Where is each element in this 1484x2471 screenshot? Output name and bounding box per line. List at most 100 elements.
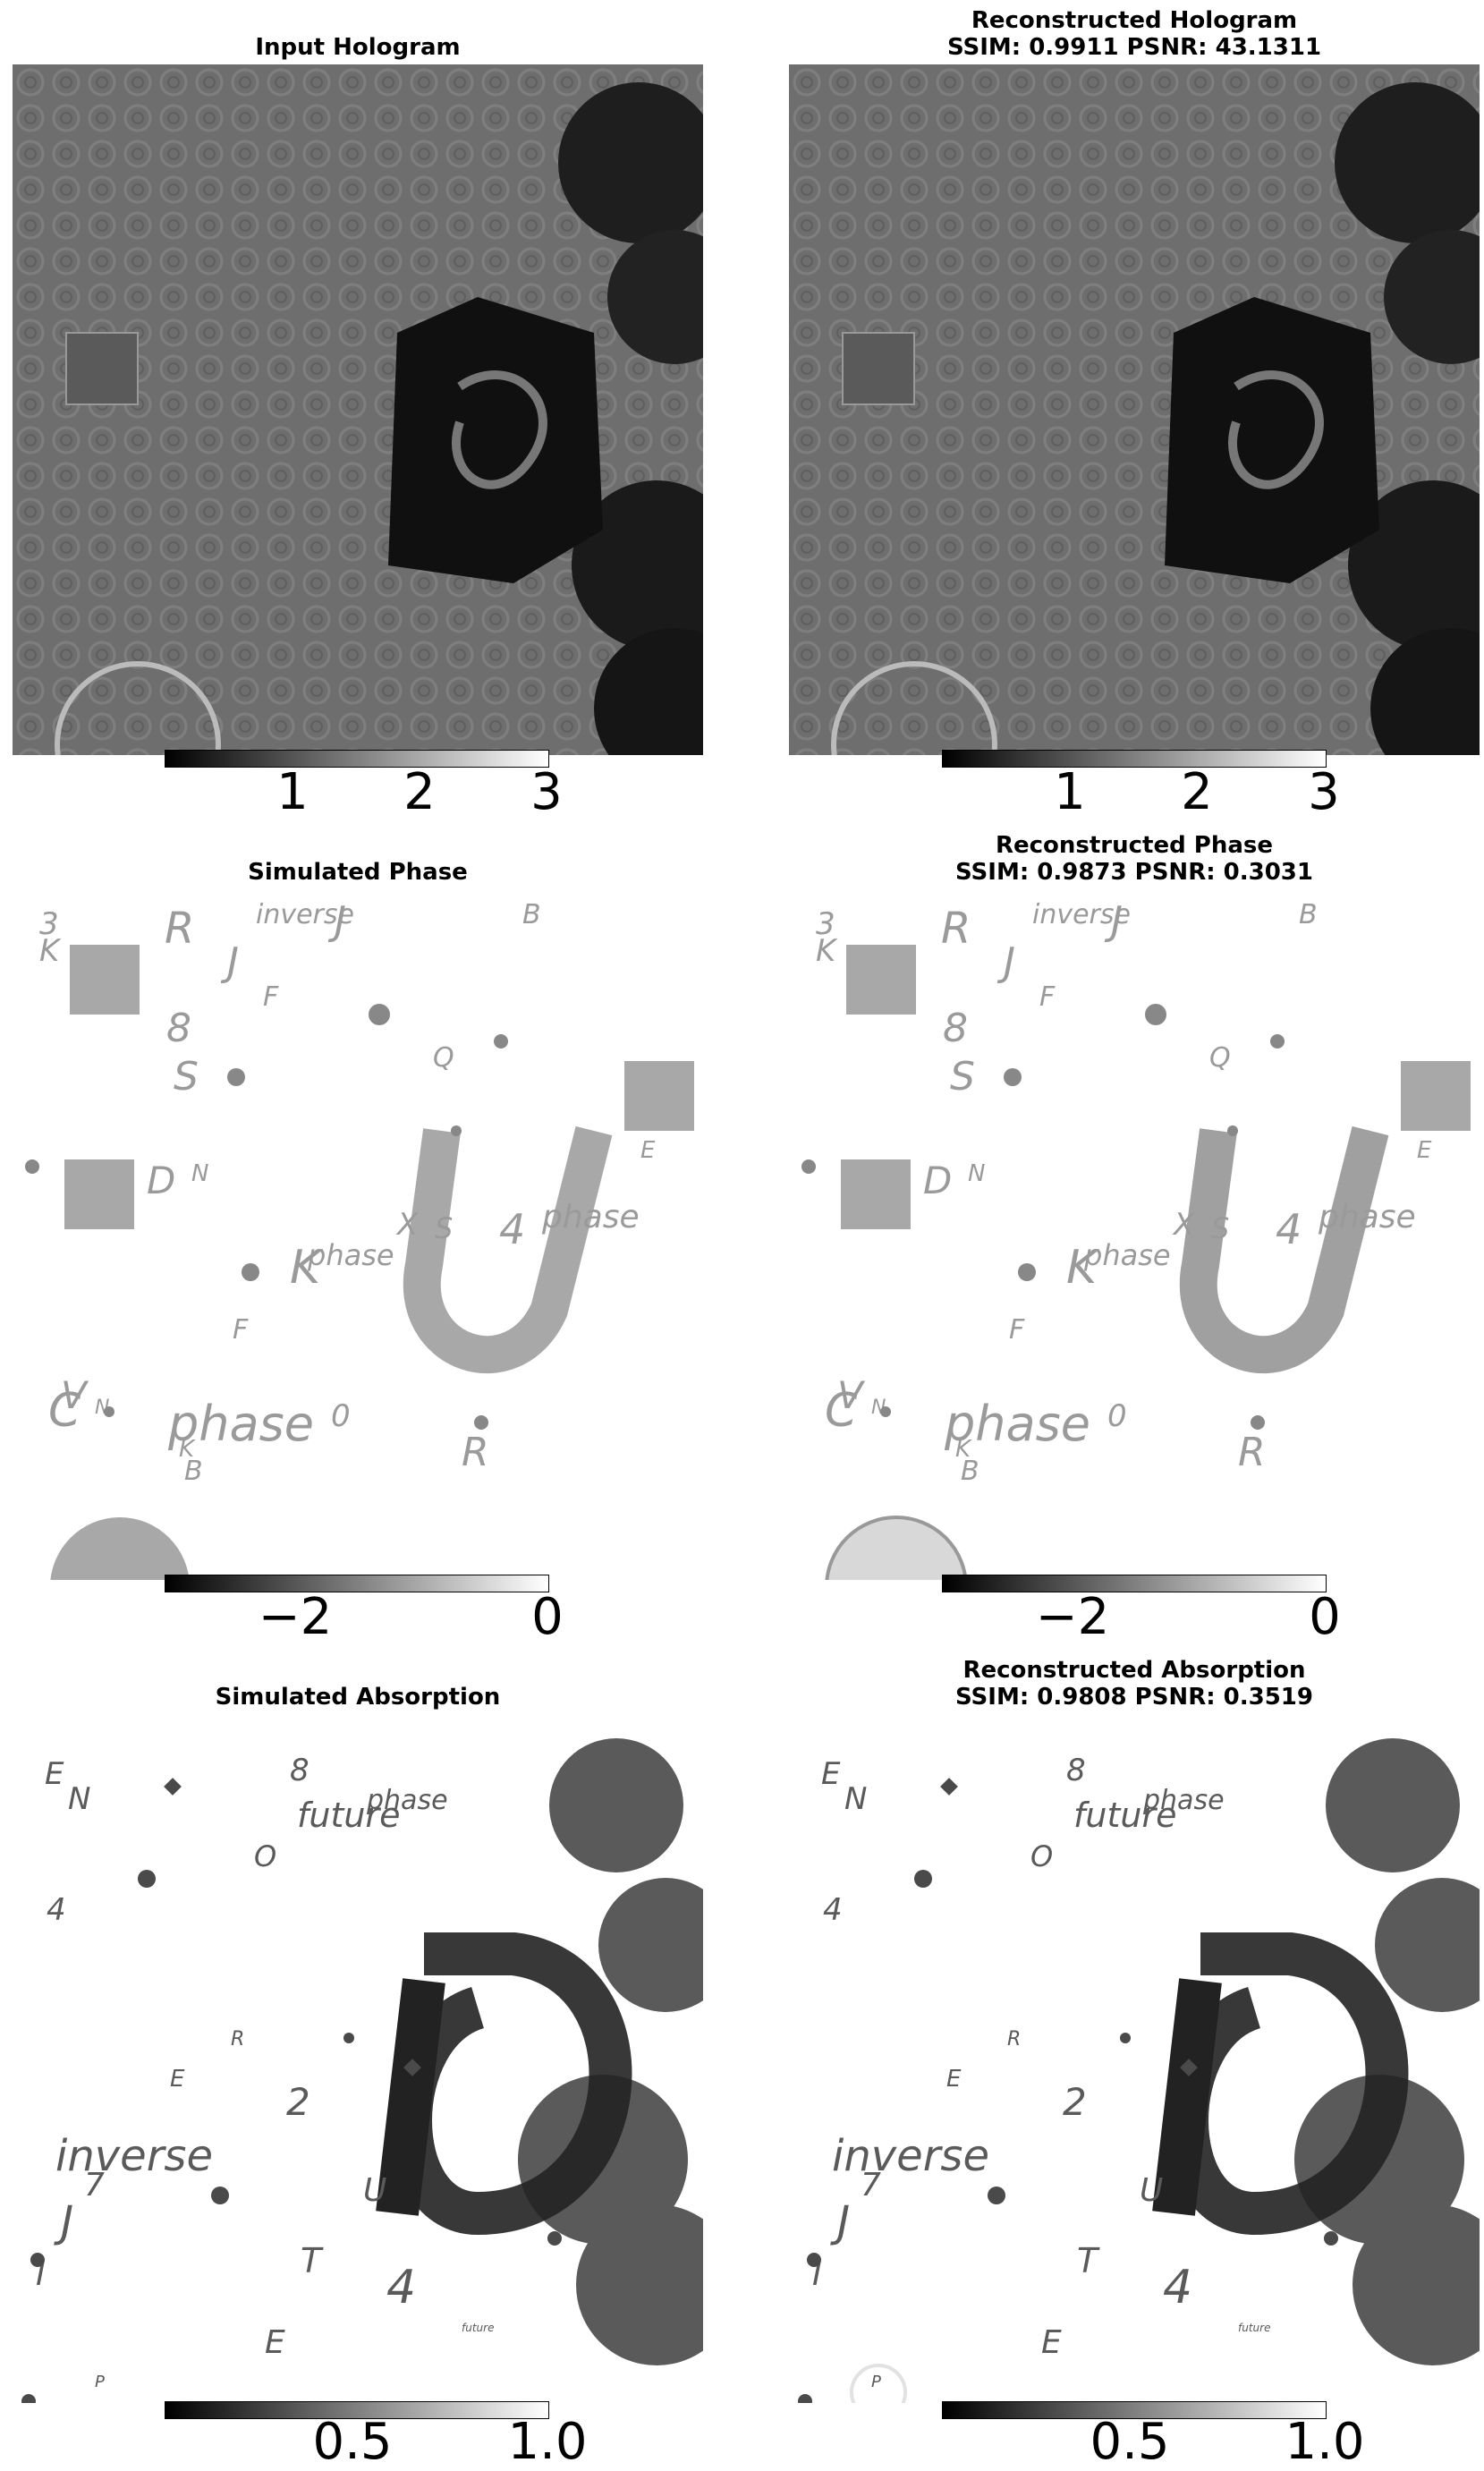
svg-text:C: C	[48, 1384, 81, 1438]
svg-text:N: N	[844, 1781, 867, 1817]
svg-text:phase: phase	[366, 1785, 448, 1816]
absorption-colorbar-right	[942, 2401, 1327, 2419]
svg-text:phase: phase	[944, 1396, 1090, 1452]
reconstructed-absorption-svg: 8 phase E N future O 4 R E 2 inverse 7 J…	[798, 1738, 1480, 2403]
svg-text:7: 7	[861, 2167, 881, 2204]
svg-text:K: K	[179, 1436, 196, 1463]
svg-text:4: 4	[1163, 2261, 1192, 2314]
svg-text:R: R	[1238, 1430, 1266, 1475]
reconstructed-phase-title: Reconstructed Phase SSIM: 0.9873 PSNR: 0…	[954, 832, 1313, 886]
cbar3-right-tick-2: 1.0	[1285, 2413, 1365, 2471]
phase-colorbar-left	[165, 1575, 549, 1592]
svg-text:R: R	[165, 904, 194, 954]
svg-text:U: U	[363, 2172, 386, 2209]
cbar1-left-tick-2: 2	[403, 763, 436, 821]
cbar1-left-tick-3: 3	[530, 763, 563, 821]
simulated-phase-image: 3 K R inverse J B J F 8 Q S E D N X S 4 …	[13, 889, 703, 1580]
svg-text:O: O	[254, 1839, 276, 1873]
cbar3-left-tick-1: 0.5	[312, 2413, 393, 2471]
reconstructed-absorption-title: Reconstructed Absorption SSIM: 0.9808 PS…	[954, 1657, 1313, 1711]
hologram-colorbar-left	[165, 750, 549, 768]
cbar3-left-tick-2: 1.0	[507, 2413, 588, 2471]
cbar2-left-tick-1: −2	[258, 1588, 333, 1646]
svg-text:2: 2	[1063, 2080, 1087, 2124]
svg-text:E: E	[640, 1137, 656, 1164]
svg-text:S: S	[435, 1211, 453, 1245]
simulated-absorption-title: Simulated Absorption	[215, 1684, 501, 1711]
svg-text:R: R	[231, 2028, 244, 2051]
svg-text:F: F	[1039, 981, 1056, 1013]
reconstructed-absorption-image: 8 phase E N future O 4 R E 2 inverse 7 J…	[789, 1712, 1480, 2403]
cbar1-right-tick-2: 2	[1181, 763, 1213, 821]
simulated-absorption-svg: 8 phase E N future O 4 R E 2 inverse 7 J…	[21, 1738, 703, 2403]
svg-text:T: T	[1077, 2241, 1100, 2280]
svg-text:E: E	[265, 2324, 285, 2361]
phase-colorbar-right	[942, 1575, 1327, 1592]
input-hologram-title: Input Hologram	[255, 34, 461, 61]
svg-text:D: D	[923, 1159, 952, 1202]
svg-text:K: K	[1066, 1241, 1100, 1295]
simulated-absorption-image: 8 phase E N future O 4 R E 2 inverse 7 J…	[13, 1712, 703, 2403]
svg-text:J: J	[830, 2197, 850, 2247]
cbar3-right-tick-1: 0.5	[1090, 2413, 1170, 2471]
svg-text:inverse: inverse	[832, 2131, 989, 2181]
input-hologram-image	[13, 64, 703, 755]
svg-text:0: 0	[1107, 1398, 1127, 1434]
svg-text:E: E	[1417, 1137, 1432, 1164]
svg-text:0: 0	[331, 1398, 351, 1434]
absorption-colorbar-left	[165, 2401, 549, 2419]
svg-text:B: B	[184, 1456, 203, 1487]
svg-text:E: E	[170, 2066, 185, 2093]
svg-text:U: U	[1140, 2172, 1163, 2209]
svg-text:R: R	[941, 904, 971, 954]
svg-text:inverse: inverse	[1032, 899, 1131, 930]
cbar2-right-tick-2: 0	[1309, 1588, 1341, 1646]
simulated-phase-title: Simulated Phase	[248, 859, 468, 886]
svg-text:P: P	[95, 2373, 105, 2391]
svg-text:D: D	[147, 1159, 175, 1202]
svg-text:O: O	[1030, 1839, 1053, 1873]
svg-text:I: I	[812, 2256, 822, 2293]
svg-text:R: R	[1007, 2028, 1021, 2051]
cbar2-right-tick-1: −2	[1035, 1588, 1110, 1646]
svg-text:N: N	[68, 1781, 90, 1817]
svg-text:F: F	[263, 981, 279, 1013]
svg-text:phase: phase	[1083, 1238, 1171, 1272]
reconstructed-hologram-image	[789, 64, 1480, 755]
svg-text:3: 3	[39, 906, 59, 942]
svg-text:P: P	[871, 2373, 881, 2391]
svg-text:F: F	[1009, 1314, 1025, 1346]
cbar1-right-tick-3: 3	[1308, 763, 1340, 821]
svg-text:future: future	[462, 2322, 494, 2334]
svg-text:K: K	[816, 933, 838, 969]
svg-text:X: X	[1172, 1207, 1195, 1243]
cbar1-right-tick-1: 1	[1054, 763, 1086, 821]
input-hologram-svg	[13, 64, 703, 755]
svg-text:C: C	[825, 1384, 858, 1438]
reconstructed-hologram-svg	[789, 64, 1480, 755]
svg-text:2: 2	[286, 2080, 310, 2124]
reconstructed-phase-svg: 3 K R inverse J B J F 8 Q S E D N X S 4 …	[801, 898, 1471, 1580]
svg-text:R: R	[462, 1430, 489, 1475]
svg-text:I: I	[36, 2256, 46, 2293]
svg-text:future: future	[1238, 2322, 1270, 2334]
svg-text:4: 4	[386, 2261, 416, 2314]
svg-text:phase: phase	[167, 1396, 314, 1452]
svg-text:B: B	[522, 899, 541, 930]
svg-text:K: K	[955, 1436, 972, 1463]
svg-text:J: J	[220, 939, 239, 985]
svg-text:K: K	[39, 933, 62, 969]
svg-text:N: N	[191, 1160, 208, 1187]
svg-text:8: 8	[1066, 1753, 1086, 1788]
reconstructed-phase-image: 3 K R inverse J B J F 8 Q S E D N X S 4 …	[789, 889, 1480, 1580]
svg-text:X: X	[395, 1207, 419, 1243]
svg-text:E: E	[1041, 2324, 1062, 2361]
svg-text:phase: phase	[541, 1199, 640, 1236]
svg-text:inverse: inverse	[256, 899, 354, 930]
svg-text:7: 7	[84, 2167, 105, 2204]
svg-text:4: 4	[1276, 1205, 1302, 1253]
svg-text:4: 4	[823, 1892, 843, 1928]
svg-text:B: B	[961, 1456, 979, 1487]
cbar2-left-tick-2: 0	[531, 1588, 564, 1646]
svg-text:B: B	[1299, 899, 1318, 930]
